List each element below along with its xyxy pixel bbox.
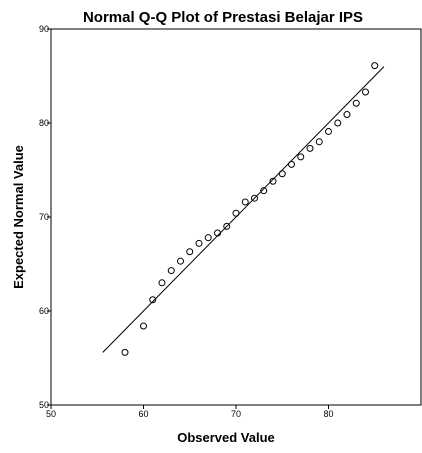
data-point <box>121 348 129 356</box>
chart-title: Normal Q-Q Plot of Prestasi Belajar IPS <box>83 9 363 26</box>
y-tick-label: 60 <box>39 306 49 316</box>
data-point <box>167 267 175 275</box>
data-point <box>186 248 194 256</box>
data-point <box>334 119 342 127</box>
data-point <box>177 257 184 265</box>
x-axis-label: Observed Value <box>177 430 275 445</box>
data-point <box>288 160 295 168</box>
y-tick-label: 80 <box>39 118 49 128</box>
data-point <box>149 296 157 304</box>
data-point <box>251 194 258 202</box>
data-point <box>352 99 360 107</box>
data-point <box>362 88 369 96</box>
data-point <box>269 177 277 185</box>
y-tick-label: 90 <box>39 24 49 34</box>
y-axis-label: Expected Normal Value <box>11 145 26 289</box>
y-tick-label: 50 <box>39 400 49 410</box>
data-point <box>223 222 231 230</box>
x-tick-label: 50 <box>46 409 56 419</box>
data-point <box>325 127 332 135</box>
data-point <box>232 209 240 217</box>
data-point <box>343 111 351 119</box>
data-point <box>315 138 323 146</box>
data-point <box>214 229 221 237</box>
data-point <box>260 187 268 195</box>
data-point <box>140 322 147 330</box>
x-tick-label: 80 <box>323 409 333 419</box>
data-point <box>158 279 166 287</box>
data-point <box>297 153 305 161</box>
reference-line <box>102 66 385 353</box>
y-axis: 50 60 70 80 90 <box>39 24 51 410</box>
x-tick-label: 70 <box>231 409 241 419</box>
y-tick-label: 70 <box>39 212 49 222</box>
x-axis: 50 60 70 80 <box>46 405 334 419</box>
data-point <box>241 198 249 206</box>
data-point <box>371 62 379 70</box>
x-tick-label: 60 <box>138 409 148 419</box>
data-point <box>278 170 286 178</box>
data-point <box>195 239 203 247</box>
data-point <box>306 144 314 152</box>
data-point <box>204 234 212 242</box>
data-points <box>121 62 379 356</box>
